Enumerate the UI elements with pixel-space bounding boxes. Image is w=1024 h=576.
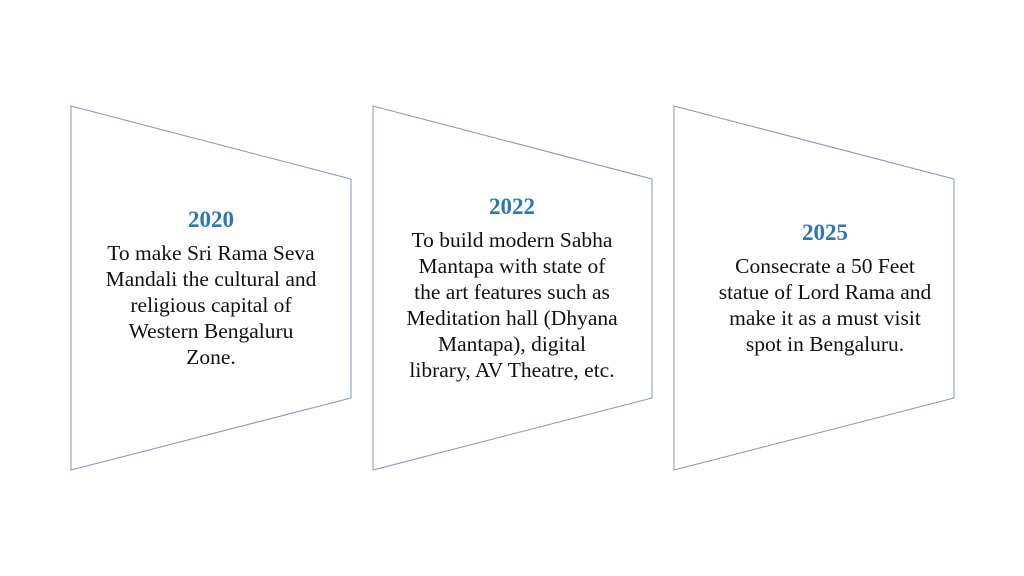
milestone-year: 2025 <box>802 220 848 245</box>
milestone-text-line: Meditation hall (Dhyana <box>406 306 618 330</box>
milestone-year: 2020 <box>188 207 234 232</box>
milestone-text-line: Western Bengaluru <box>128 319 294 343</box>
milestone-text-line: Zone. <box>186 345 236 369</box>
milestone-2020: 2020 To make Sri Rama Seva Mandali the c… <box>71 150 351 426</box>
milestone-shape-2022 <box>372 105 653 471</box>
milestone-text-line: spot in Bengaluru. <box>745 332 905 356</box>
milestone-text-line: To make Sri Rama Seva <box>107 241 315 265</box>
milestone-text-line: the art features such as <box>414 280 610 304</box>
milestone-text-line: Mandali the cultural and <box>105 267 317 291</box>
milestone-text-line: Consecrate a 50 Feet <box>735 254 915 278</box>
milestone-shape-2025 <box>673 105 955 471</box>
milestone-2025: 2025 Consecrate a 50 Feet statue of Lord… <box>685 150 965 426</box>
milestone-text-line: statue of Lord Rama and <box>718 280 932 304</box>
milestone-2022: 2022 To build modern Sabha Mantapa with … <box>372 150 652 426</box>
milestone-text-line: To build modern Sabha <box>411 228 613 252</box>
milestone-text-line: library, AV Theatre, etc. <box>409 358 615 382</box>
milestone-shape-2020 <box>70 105 352 471</box>
milestone-text-line: religious capital of <box>130 293 292 317</box>
milestone-text-line: Mantapa), digital <box>437 332 587 356</box>
milestone-year: 2022 <box>489 194 535 219</box>
milestone-text-line: Mantapa with state of <box>418 254 606 278</box>
milestone-text-line: make it as a must visit <box>729 306 921 330</box>
